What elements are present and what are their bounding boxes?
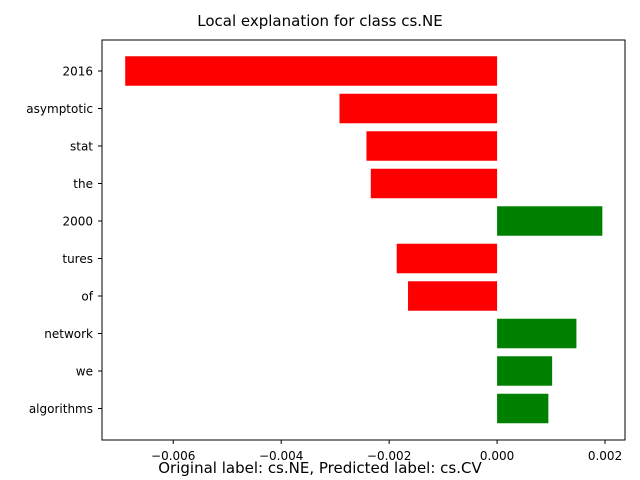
plot-frame: [101, 39, 626, 441]
x-tick-label: 0.002: [588, 449, 622, 463]
chart-title: Local explanation for class cs.NE: [197, 12, 443, 30]
y-tick-label: tures: [62, 252, 93, 266]
x-tick-label: 0.000: [480, 449, 514, 463]
bars-layer: [125, 56, 603, 424]
y-tick-label: stat: [70, 140, 93, 154]
bar-algorithms: [497, 393, 549, 424]
bar-asymptotic: [339, 93, 498, 124]
y-tick-label: asymptotic: [26, 102, 93, 116]
x-tick-label: −0.006: [151, 449, 195, 463]
y-tick-label: 2000: [62, 215, 93, 229]
bar-network: [497, 318, 577, 349]
bar-we: [497, 356, 553, 386]
x-tick-label: −0.002: [367, 449, 411, 463]
bar-stat: [366, 131, 498, 161]
bar-tures: [396, 243, 498, 274]
x-tick-label: −0.004: [259, 449, 303, 463]
bar-2016: [125, 56, 498, 86]
y-tick-label: we: [76, 365, 93, 379]
y-tick-label: the: [73, 177, 93, 191]
y-tick-label: 2016: [62, 65, 93, 79]
y-tick-label: of: [81, 290, 93, 304]
y-tick-label: algorithms: [29, 402, 93, 416]
bar-the: [370, 168, 498, 199]
axes-layer: 2016 asymptotic stat the 2000 tures of network w…: [26, 39, 626, 463]
bar-of: [408, 281, 498, 311]
bar-2000: [497, 206, 603, 236]
y-tick-label: network: [44, 327, 93, 341]
chart-caption: Original label: cs.NE, Predicted label: …: [158, 459, 482, 477]
